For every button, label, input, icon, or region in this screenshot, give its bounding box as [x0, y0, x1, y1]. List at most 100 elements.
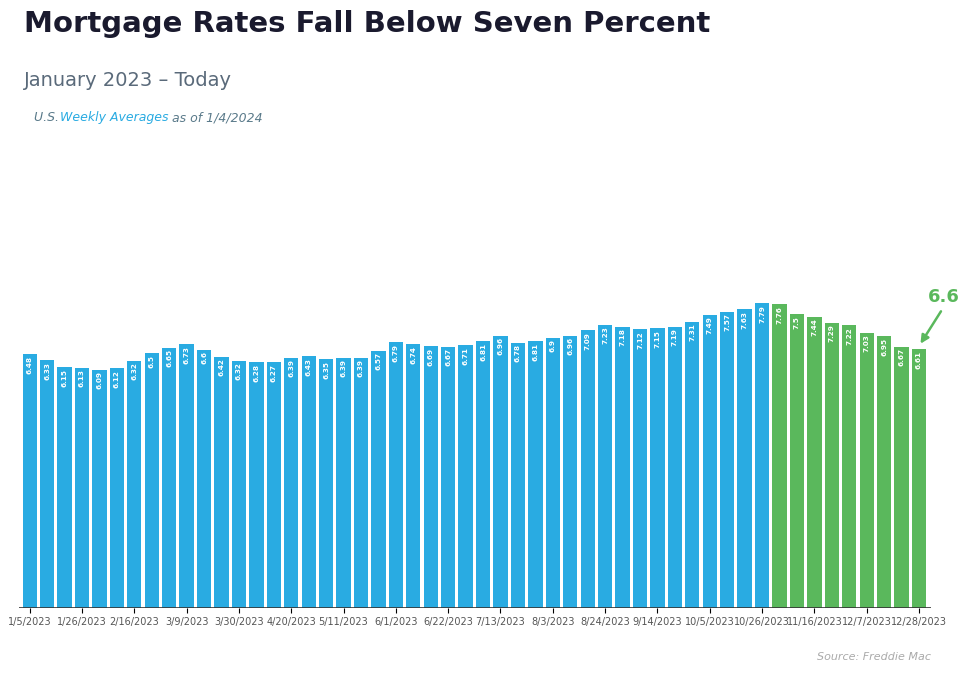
- Bar: [685, 322, 700, 608]
- Text: 7.57: 7.57: [724, 313, 731, 331]
- Text: 6.32: 6.32: [236, 362, 242, 380]
- Bar: [807, 317, 822, 608]
- Bar: [250, 362, 263, 608]
- Bar: [859, 333, 874, 608]
- Bar: [406, 344, 420, 608]
- Text: 6.96: 6.96: [567, 337, 573, 355]
- Text: 6.79: 6.79: [393, 344, 398, 362]
- Bar: [668, 327, 682, 608]
- Bar: [231, 360, 246, 608]
- Bar: [511, 342, 525, 608]
- Text: 7.23: 7.23: [602, 327, 608, 344]
- Text: 7.63: 7.63: [742, 311, 748, 329]
- Text: January 2023 – Today: January 2023 – Today: [24, 71, 232, 90]
- Text: 6.62: 6.62: [922, 288, 960, 342]
- Bar: [336, 358, 350, 608]
- Text: 7.49: 7.49: [707, 317, 712, 334]
- Bar: [319, 359, 333, 608]
- Bar: [284, 358, 299, 608]
- Bar: [354, 358, 368, 608]
- Text: 7.18: 7.18: [619, 329, 626, 346]
- Text: 7.44: 7.44: [811, 319, 817, 336]
- Bar: [877, 336, 891, 608]
- Bar: [773, 304, 786, 608]
- Bar: [545, 338, 560, 608]
- Bar: [790, 315, 804, 608]
- Bar: [92, 369, 107, 608]
- Text: 6.39: 6.39: [341, 359, 347, 377]
- Text: 7.22: 7.22: [847, 327, 852, 345]
- Bar: [40, 360, 55, 608]
- Bar: [459, 346, 472, 608]
- Text: 7.79: 7.79: [759, 304, 765, 323]
- Bar: [650, 328, 664, 608]
- Bar: [389, 342, 403, 608]
- Text: 6.67: 6.67: [899, 348, 904, 367]
- Text: 6.9: 6.9: [550, 340, 556, 352]
- Bar: [301, 356, 316, 608]
- Text: 6.5: 6.5: [149, 355, 155, 368]
- Text: 6.78: 6.78: [515, 344, 521, 362]
- Bar: [58, 367, 72, 608]
- Text: 6.67: 6.67: [445, 348, 451, 367]
- Bar: [127, 360, 141, 608]
- Text: 6.32: 6.32: [132, 362, 137, 380]
- Text: 6.39: 6.39: [358, 359, 364, 377]
- Text: as of 1/4/2024: as of 1/4/2024: [168, 111, 263, 124]
- Bar: [197, 350, 211, 608]
- Text: 6.13: 6.13: [79, 369, 85, 387]
- Text: 6.09: 6.09: [96, 371, 103, 389]
- Text: 6.39: 6.39: [288, 359, 294, 377]
- Text: Weekly Averages: Weekly Averages: [60, 111, 168, 124]
- Text: 6.15: 6.15: [61, 369, 67, 387]
- Text: 6.65: 6.65: [166, 349, 172, 367]
- Bar: [564, 335, 577, 608]
- Text: 6.12: 6.12: [114, 370, 120, 387]
- Text: 7.09: 7.09: [585, 332, 590, 350]
- Bar: [581, 331, 595, 608]
- Text: 6.48: 6.48: [27, 356, 33, 374]
- Bar: [737, 309, 752, 608]
- Bar: [755, 303, 769, 608]
- Text: 6.28: 6.28: [253, 364, 259, 381]
- Bar: [615, 327, 630, 608]
- Text: 7.19: 7.19: [672, 328, 678, 346]
- Bar: [372, 351, 386, 608]
- Bar: [720, 312, 734, 608]
- Text: 6.81: 6.81: [480, 343, 486, 361]
- Text: 6.57: 6.57: [375, 352, 381, 371]
- Text: 6.33: 6.33: [44, 362, 50, 379]
- Text: 6.43: 6.43: [305, 358, 312, 376]
- Text: 7.03: 7.03: [864, 334, 870, 352]
- Text: U.S.: U.S.: [34, 111, 62, 124]
- Bar: [703, 315, 717, 608]
- Text: 7.29: 7.29: [828, 324, 835, 342]
- Bar: [109, 369, 124, 608]
- Bar: [180, 344, 194, 608]
- Text: 7.5: 7.5: [794, 316, 800, 329]
- Text: 6.27: 6.27: [271, 364, 276, 382]
- Bar: [214, 356, 228, 608]
- Text: Mortgage Rates Fall Below Seven Percent: Mortgage Rates Fall Below Seven Percent: [24, 10, 710, 38]
- Bar: [598, 325, 612, 608]
- Bar: [441, 347, 455, 608]
- Bar: [842, 325, 856, 608]
- Text: 6.71: 6.71: [463, 347, 468, 364]
- Text: 6.73: 6.73: [183, 346, 190, 364]
- Text: 6.35: 6.35: [324, 361, 329, 379]
- Bar: [145, 354, 158, 608]
- Bar: [633, 329, 647, 608]
- Text: 6.42: 6.42: [219, 358, 225, 376]
- Text: 7.31: 7.31: [689, 323, 695, 341]
- Bar: [267, 362, 281, 608]
- Text: 6.81: 6.81: [533, 343, 539, 361]
- Text: 6.69: 6.69: [428, 348, 434, 366]
- Bar: [476, 342, 491, 608]
- Text: 7.15: 7.15: [655, 329, 660, 348]
- Bar: [895, 347, 909, 608]
- Bar: [423, 346, 438, 608]
- Text: 6.96: 6.96: [497, 337, 503, 355]
- Text: 7.76: 7.76: [777, 306, 782, 324]
- Bar: [912, 349, 926, 608]
- Text: 6.6: 6.6: [201, 351, 207, 364]
